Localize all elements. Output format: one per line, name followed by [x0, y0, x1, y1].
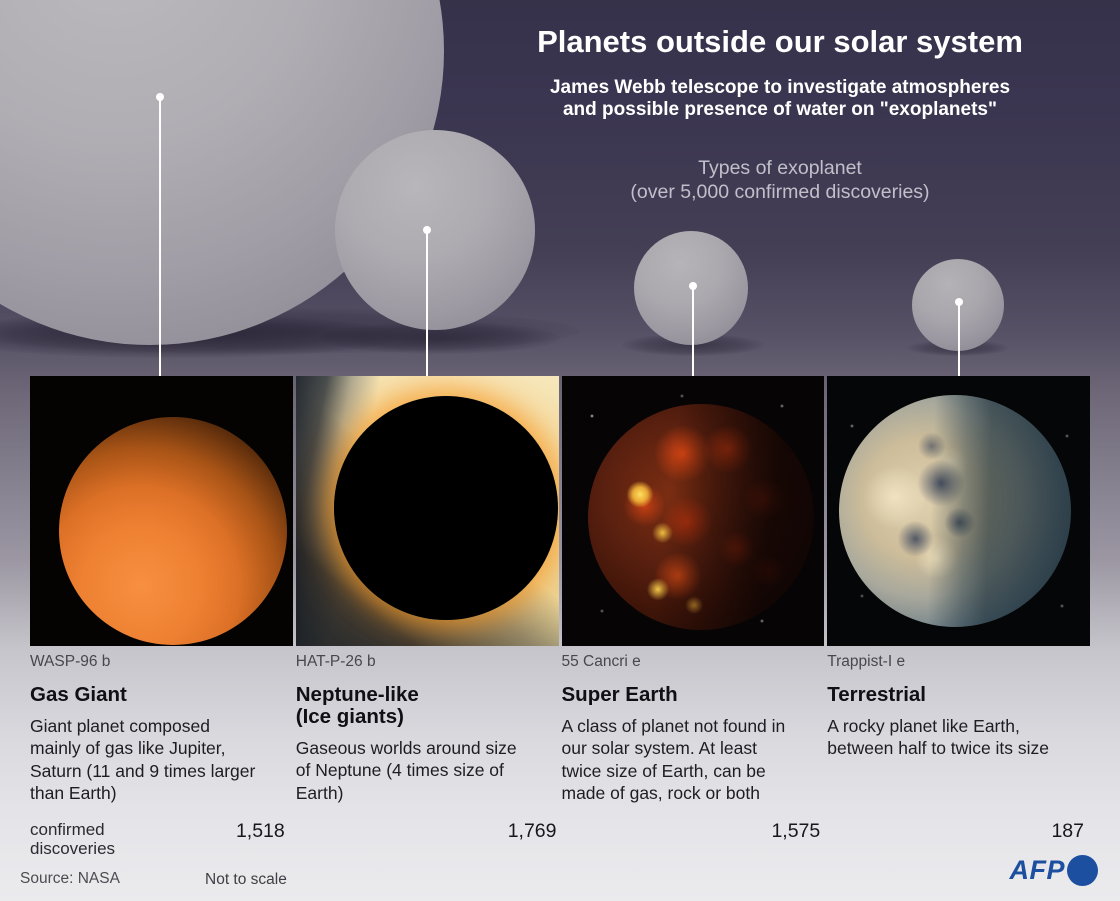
planet-name-label: Trappist-I e [827, 653, 906, 670]
connector-line-neptune-like [423, 226, 431, 377]
connector-dot-icon [156, 93, 164, 101]
connector-dot-icon [955, 298, 963, 306]
gas-giant-planet-image [59, 417, 287, 645]
connector-line-gas-giant [156, 93, 164, 377]
header: Planets outside our solar system James W… [450, 24, 1110, 204]
type-descriptions: WASP-96 b Gas Giant Giant planet compose… [30, 653, 1090, 804]
confirmed-discoveries-label: confirmed discoveries [30, 820, 116, 859]
count-column-neptune-like: 1,769 [302, 820, 563, 858]
source-credit: Source: NASA [20, 870, 120, 887]
type-column-neptune-like: HAT-P-26 b Neptune-like (Ice giants) Gas… [296, 653, 559, 804]
scale-note: Not to scale [205, 871, 287, 888]
size-sphere-neptune-like [335, 130, 535, 330]
type-column-gas-giant: WASP-96 b Gas Giant Giant planet compose… [30, 653, 293, 804]
count-column-gas-giant: confirmed discoveries 1,518 [30, 820, 299, 858]
afp-logo-circle-icon [1067, 855, 1098, 886]
afp-logo: AFP [1009, 855, 1098, 886]
photo-strip [30, 376, 1090, 646]
planet-name-label: WASP-96 b [30, 653, 111, 670]
afp-logo-text: AFP [1009, 855, 1065, 885]
neptune-like-planet-image [333, 396, 558, 620]
count-column-terrestrial: 187 [829, 820, 1090, 858]
photo-55-cancri-e [561, 376, 825, 646]
connector-line-super-earth [689, 282, 697, 377]
type-description: A class of planet not found in our solar… [561, 716, 786, 803]
connector-dot-icon [689, 282, 697, 290]
count-terrestrial: 187 [1051, 820, 1084, 842]
count-super-earth: 1,575 [771, 820, 821, 842]
planet-name-label: HAT-P-26 b [295, 653, 376, 670]
photo-trappist-1-e [827, 376, 1090, 646]
terrestrial-planet-image [839, 395, 1072, 627]
type-column-super-earth: 55 Cancri e Super Earth A class of plane… [562, 653, 825, 804]
confirmed-discoveries-row: confirmed discoveries 1,518 1,769 1,575 … [30, 820, 1090, 858]
super-earth-planet-image [587, 404, 814, 630]
type-name-heading: Terrestrial [827, 683, 927, 706]
count-neptune-like: 1,769 [507, 820, 557, 842]
type-description: A rocky planet like Earth, between half … [827, 716, 1050, 759]
photo-wasp-96-b [30, 376, 293, 646]
planet-name-label: 55 Cancri e [561, 653, 641, 670]
connector-dot-icon [423, 226, 431, 234]
type-column-terrestrial: Trappist-I e Terrestrial A rocky planet … [827, 653, 1090, 804]
subtitle: James Webb telescope to investigate atmo… [549, 77, 1011, 121]
type-name-heading: Neptune-like (Ice giants) [295, 683, 419, 729]
page-title: Planets outside our solar system [537, 24, 1023, 59]
type-name-heading: Gas Giant [30, 683, 127, 706]
connector-line-terrestrial [955, 298, 963, 377]
photo-hat-p-26-b [295, 376, 559, 646]
type-name-heading: Super Earth [561, 683, 678, 706]
types-note: Types of exoplanet (over 5,000 confirmed… [630, 157, 930, 203]
type-description: Giant planet composed mainly of gas like… [30, 716, 256, 803]
type-description: Gaseous worlds around size of Neptune (4… [295, 738, 517, 803]
count-gas-giant: 1,518 [235, 820, 285, 842]
count-column-super-earth: 1,575 [566, 820, 827, 858]
